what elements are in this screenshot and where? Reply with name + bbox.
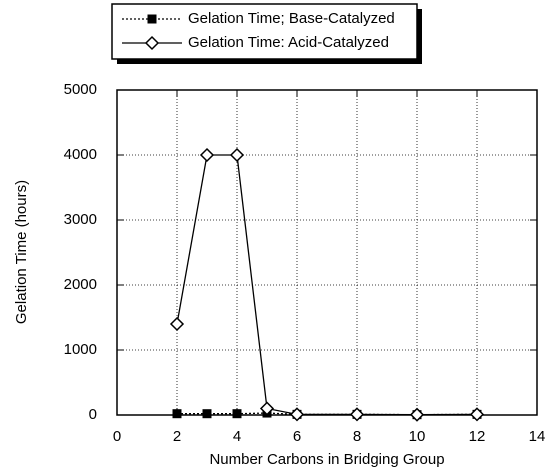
- y-tick-label: 5000: [64, 81, 97, 98]
- legend-box: [111, 3, 418, 60]
- marker: [409, 407, 425, 422]
- legend-marker: [144, 35, 160, 51]
- marker: [469, 407, 485, 422]
- y-tick-label: 3000: [64, 211, 97, 228]
- marker: [172, 409, 182, 419]
- x-tick-label: 0: [113, 428, 121, 445]
- marker: [289, 407, 305, 422]
- y-axis-label: Gelation Time (hours): [13, 180, 30, 324]
- marker: [202, 409, 212, 419]
- x-tick-label: 8: [353, 428, 361, 445]
- marker: [169, 316, 185, 332]
- marker: [229, 147, 245, 163]
- x-tick-label: 4: [233, 428, 241, 445]
- legend-marker: [147, 14, 157, 24]
- x-tick-label: 10: [409, 428, 426, 445]
- x-tick-label: 6: [293, 428, 301, 445]
- legend-label: Gelation Time; Base-Catalyzed: [188, 10, 395, 27]
- x-axis-label: Number Carbons in Bridging Group: [209, 451, 444, 468]
- legend: [111, 3, 422, 64]
- marker: [232, 409, 242, 419]
- plot-frame: [116, 89, 538, 416]
- y-tick-label: 0: [89, 406, 97, 423]
- marker: [259, 401, 275, 416]
- series-line: [177, 412, 478, 416]
- y-tick-label: 2000: [64, 276, 97, 293]
- y-tick-label: 1000: [64, 341, 97, 358]
- x-tick-label: 2: [173, 428, 181, 445]
- x-tick-label: 12: [469, 428, 486, 445]
- x-tick-label: 14: [529, 428, 546, 445]
- legend-label: Gelation Time: Acid-Catalyzed: [188, 34, 389, 51]
- marker: [199, 147, 215, 163]
- y-tick-label: 4000: [64, 146, 97, 163]
- marker: [349, 407, 365, 422]
